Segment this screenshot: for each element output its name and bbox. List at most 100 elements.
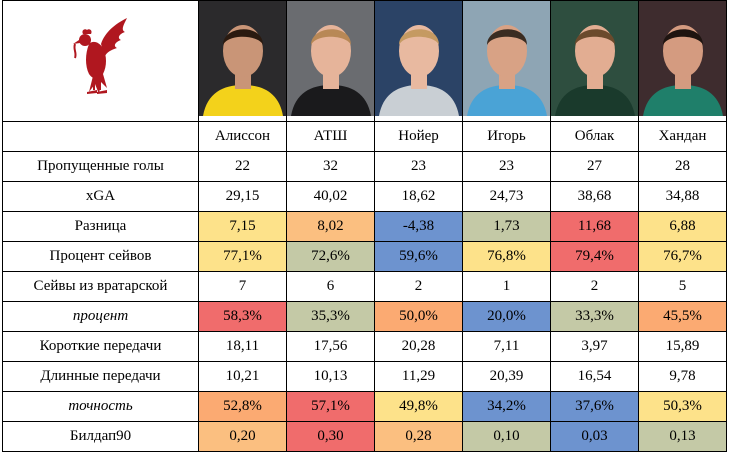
stat-row: Короткие передачи 18,11 17,56 20,28 7,11 3,97… <box>2 331 727 362</box>
stat-value-cell: 35,3% <box>286 301 375 332</box>
stat-value-cell: -4,38 <box>374 211 463 242</box>
stat-value-cell: 2 <box>374 271 463 302</box>
stat-value-cell: 0,03 <box>550 421 639 452</box>
player-name: Алиссон <box>198 121 287 152</box>
stat-value-cell: 34,88 <box>638 181 727 212</box>
stat-row: Пропущенные голы 22 32 23 23 27 28 <box>2 151 727 182</box>
stat-label: xGA <box>2 181 199 212</box>
stat-value-cell: 1 <box>462 271 551 302</box>
player-portrait-image <box>287 1 374 116</box>
player-name: Облак <box>550 121 639 152</box>
stat-value-cell: 32 <box>286 151 375 182</box>
stat-row: Процент сейвов 77,1% 72,6% 59,6% 76,8% 79,4% 7… <box>2 241 727 272</box>
stat-value-cell: 52,8% <box>198 391 287 422</box>
stat-value-cell: 6,88 <box>638 211 727 242</box>
stat-row: процент 58,3% 35,3% 50,0% 20,0% 33,3% 45,5% <box>2 301 727 332</box>
stat-value-cell: 77,1% <box>198 241 287 272</box>
stat-value-cell: 23 <box>462 151 551 182</box>
player-name: Игорь <box>462 121 551 152</box>
stat-row: Длинные передачи 10,21 10,13 11,29 20,39 16,5… <box>2 361 727 392</box>
stat-value-cell: 45,5% <box>638 301 727 332</box>
stat-value-cell: 15,89 <box>638 331 727 362</box>
stat-value-cell: 72,6% <box>286 241 375 272</box>
player-photo <box>198 0 287 122</box>
player-name: Нойер <box>374 121 463 152</box>
stat-row: Сейвы из вратарской 7 6 2 1 2 5 <box>2 271 727 302</box>
stat-value-cell: 29,15 <box>198 181 287 212</box>
stat-value-cell: 1,73 <box>462 211 551 242</box>
photo-row <box>2 0 727 122</box>
player-portrait-image <box>639 1 726 116</box>
stat-label: Сейвы из вратарской <box>2 271 199 302</box>
stat-value-cell: 10,21 <box>198 361 287 392</box>
stat-value-cell: 40,02 <box>286 181 375 212</box>
stat-label: Пропущенные голы <box>2 151 199 182</box>
stat-value-cell: 16,54 <box>550 361 639 392</box>
stat-value-cell: 11,29 <box>374 361 463 392</box>
stat-value-cell: 0,10 <box>462 421 551 452</box>
stat-value-cell: 0,28 <box>374 421 463 452</box>
player-portrait-image <box>375 1 462 116</box>
stat-value-cell: 59,6% <box>374 241 463 272</box>
player-portrait-image <box>463 1 550 116</box>
stat-value-cell: 76,8% <box>462 241 551 272</box>
stat-value-cell: 0,13 <box>638 421 727 452</box>
liverbird-icon <box>72 17 127 94</box>
stat-value-cell: 8,02 <box>286 211 375 242</box>
stat-label: точность <box>2 391 199 422</box>
stat-value-cell: 18,11 <box>198 331 287 362</box>
stat-value-cell: 20,0% <box>462 301 551 332</box>
stat-label: процент <box>2 301 199 332</box>
stat-value-cell: 50,3% <box>638 391 727 422</box>
stat-value-cell: 33,3% <box>550 301 639 332</box>
stat-value-cell: 2 <box>550 271 639 302</box>
player-name: Хандан <box>638 121 727 152</box>
stat-value-cell: 23 <box>374 151 463 182</box>
stat-value-cell: 28 <box>638 151 727 182</box>
stat-value-cell: 5 <box>638 271 727 302</box>
stat-value-cell: 58,3% <box>198 301 287 332</box>
stat-value-cell: 79,4% <box>550 241 639 272</box>
stat-label: Длинные передачи <box>2 361 199 392</box>
stat-row: точность 52,8% 57,1% 49,8% 34,2% 37,6% 50,3% <box>2 391 727 422</box>
stat-value-cell: 27 <box>550 151 639 182</box>
player-name: АТШ <box>286 121 375 152</box>
stat-value-cell: 76,7% <box>638 241 727 272</box>
stat-value-cell: 50,0% <box>374 301 463 332</box>
stat-value-cell: 7,15 <box>198 211 287 242</box>
stat-value-cell: 49,8% <box>374 391 463 422</box>
player-photo <box>462 0 551 122</box>
stat-label: Короткие передачи <box>2 331 199 362</box>
player-photo <box>286 0 375 122</box>
player-portrait-image <box>551 1 638 116</box>
stat-value-cell: 57,1% <box>286 391 375 422</box>
stat-value-cell: 20,28 <box>374 331 463 362</box>
stat-value-cell: 6 <box>286 271 375 302</box>
stat-label: Процент сейвов <box>2 241 199 272</box>
player-name-row: Алиссон АТШ Нойер Игорь Облак Хандан <box>2 121 727 152</box>
stat-value-cell: 20,39 <box>462 361 551 392</box>
player-portrait-image <box>199 1 286 116</box>
stat-value-cell: 0,30 <box>286 421 375 452</box>
stat-row: xGA 29,15 40,02 18,62 24,73 38,68 34,88 <box>2 181 727 212</box>
stat-value-cell: 11,68 <box>550 211 639 242</box>
stat-value-cell: 3,97 <box>550 331 639 362</box>
stat-label: Разница <box>2 211 199 242</box>
header-corner-cell <box>2 121 199 152</box>
stat-value-cell: 37,6% <box>550 391 639 422</box>
stat-value-cell: 17,56 <box>286 331 375 362</box>
stat-value-cell: 9,78 <box>638 361 727 392</box>
stat-value-cell: 34,2% <box>462 391 551 422</box>
stat-row: Билдап90 0,20 0,30 0,28 0,10 0,03 0,13 <box>2 421 727 452</box>
stat-value-cell: 24,73 <box>462 181 551 212</box>
stat-value-cell: 7 <box>198 271 287 302</box>
player-photo <box>550 0 639 122</box>
stat-value-cell: 7,11 <box>462 331 551 362</box>
stat-value-cell: 0,20 <box>198 421 287 452</box>
stat-value-cell: 22 <box>198 151 287 182</box>
stat-row: Разница 7,15 8,02 -4,38 1,73 11,68 6,88 <box>2 211 727 242</box>
player-photo <box>374 0 463 122</box>
stat-value-cell: 10,13 <box>286 361 375 392</box>
